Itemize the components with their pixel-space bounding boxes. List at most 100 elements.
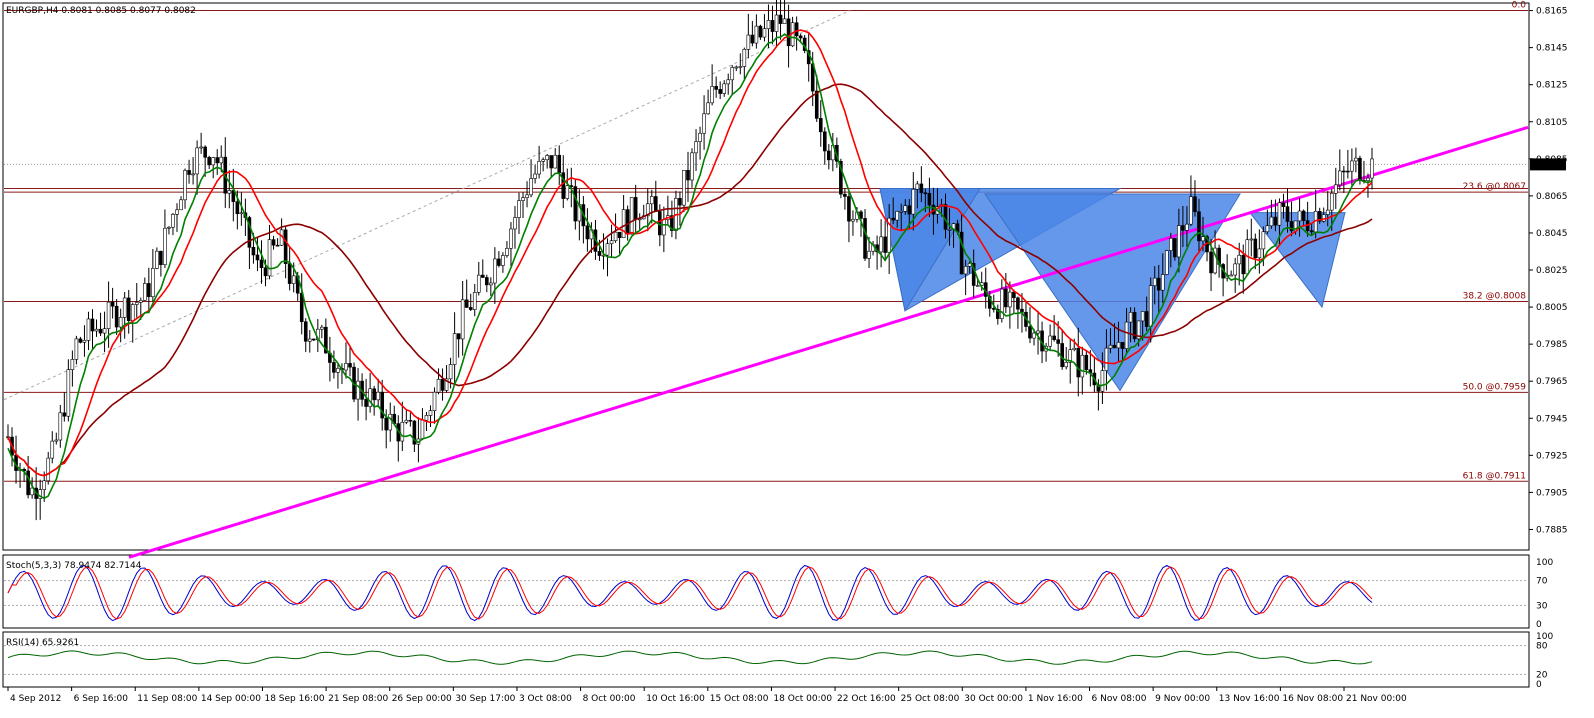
candle-body	[967, 263, 972, 267]
stoch-tick-label: 100	[1536, 558, 1553, 568]
candle-body	[299, 292, 304, 323]
candle-body	[191, 173, 195, 176]
rsi-panel[interactable]	[2, 631, 1530, 688]
fib-level-label: 50.0 @0.7959	[1463, 382, 1527, 392]
candle-body	[1112, 344, 1117, 349]
candle-body	[480, 274, 485, 278]
candle-body	[332, 362, 336, 373]
candle-body	[1297, 210, 1302, 222]
candle-body	[1140, 311, 1145, 322]
candle-body	[171, 214, 175, 228]
rsi-label: RSI(14) 65.9261	[6, 638, 79, 648]
candle-body	[927, 193, 932, 206]
candle-body	[782, 18, 787, 24]
rsi-tick-label: 100	[1536, 632, 1553, 642]
candle-body	[1273, 216, 1278, 226]
candle-body	[513, 217, 517, 230]
candle-body	[400, 421, 405, 442]
candle-body	[1213, 247, 1217, 274]
candle-body	[110, 301, 115, 307]
candle-body	[742, 49, 747, 67]
candle-body	[629, 197, 634, 235]
stoch-panel[interactable]	[2, 554, 1530, 629]
candle-body	[1333, 184, 1338, 194]
candle-body	[30, 487, 34, 496]
candle-body	[1116, 342, 1121, 349]
candle-body	[452, 333, 457, 365]
candle-body	[336, 368, 340, 373]
candle-body	[1177, 225, 1181, 258]
candle-body	[766, 20, 771, 30]
candle-body	[1185, 223, 1189, 231]
candle-body	[686, 169, 690, 181]
candle-body	[428, 410, 433, 416]
time-tick-label: 4 Sep 2012	[10, 694, 61, 704]
candle-body	[424, 415, 429, 421]
time-tick-label: 16 Nov 08:00	[1282, 694, 1343, 704]
main-plot-layer: 0.0 23.6 @0.8067 38.2 @0.8008 50.0 @0.7959 6…	[3, 0, 1529, 559]
candle-body	[42, 480, 47, 490]
candle-body	[159, 250, 163, 265]
rsi-tick-label: 80	[1536, 642, 1548, 652]
candle-body	[879, 236, 883, 253]
candle-body	[472, 292, 477, 310]
candle-body	[1028, 326, 1032, 339]
price-tick-label: 0.8145	[1536, 44, 1568, 54]
main-panel[interactable]	[2, 2, 1530, 551]
candle-body	[356, 380, 360, 400]
candle-body	[134, 302, 139, 305]
candle-body	[122, 297, 127, 318]
candle-body	[1120, 342, 1125, 349]
time-tick-label: 18 Sep 16:00	[264, 694, 324, 704]
candle-body	[70, 359, 75, 371]
ma-green-line	[7, 33, 1373, 500]
candle-body	[1193, 196, 1197, 213]
candle-body	[1136, 320, 1141, 340]
candle-body	[1197, 211, 1201, 242]
time-tick-label: 8 Oct 00:00	[583, 694, 636, 704]
support-trendline	[128, 125, 1529, 559]
candle-body	[585, 225, 590, 240]
candle-body	[82, 340, 87, 343]
candle-body	[94, 328, 99, 332]
candle-body	[786, 18, 791, 47]
candle-body	[271, 239, 276, 246]
candle-body	[183, 170, 187, 201]
candle-body	[1269, 216, 1274, 227]
candle-body	[1080, 354, 1085, 378]
candle-body	[436, 378, 441, 393]
candle-body	[851, 218, 855, 222]
candle-body	[1346, 170, 1350, 173]
candle-body	[46, 457, 51, 482]
candle-body	[239, 212, 244, 215]
candle-body	[525, 194, 529, 199]
candle-body	[553, 154, 558, 169]
fib-level-label: 23.6 @0.8067	[1463, 182, 1526, 192]
candle-body	[722, 83, 727, 94]
rsi-line	[7, 650, 1373, 665]
candle-body	[613, 231, 618, 242]
candle-body	[762, 28, 767, 38]
candle-body	[1265, 225, 1270, 233]
candle-body	[653, 196, 658, 212]
candle-body	[774, 14, 779, 32]
candle-body	[778, 14, 783, 24]
candle-body	[408, 419, 413, 422]
candle-body	[907, 205, 912, 215]
price-tick-label: 0.7985	[1536, 340, 1568, 350]
candle-body	[1124, 321, 1129, 349]
candle-body	[561, 172, 566, 199]
candle-body	[147, 283, 151, 298]
candle-body	[1169, 238, 1173, 251]
candle-body	[1229, 274, 1233, 277]
candle-body	[344, 363, 348, 371]
candle-body	[1249, 238, 1254, 241]
candle-body	[557, 154, 562, 173]
candle-body	[975, 285, 980, 287]
candle-body	[1261, 231, 1266, 250]
candle-body	[915, 183, 920, 190]
stoch-tick-label: 70	[1536, 577, 1548, 587]
candle-body	[1281, 202, 1286, 207]
candle-body	[66, 369, 71, 417]
